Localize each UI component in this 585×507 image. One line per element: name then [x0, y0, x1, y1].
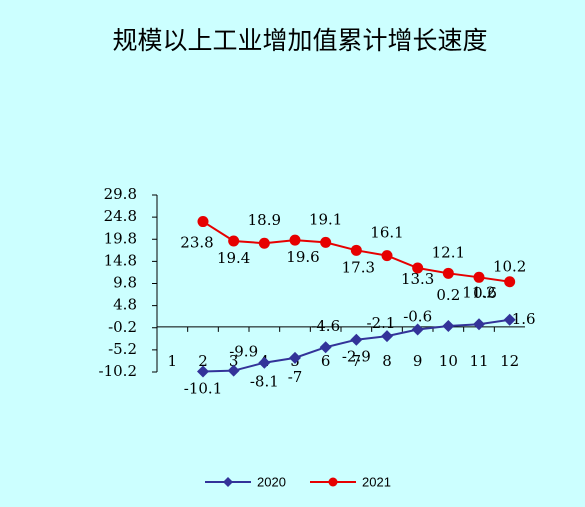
y-tick-label: 14.8: [104, 251, 137, 269]
data-label: 16.1: [370, 224, 403, 242]
x-tick-label: 12: [500, 352, 519, 370]
marker: [289, 234, 301, 246]
x-tick-label: 9: [413, 352, 423, 370]
data-label: 12.1: [432, 243, 465, 261]
legend-label: 2020: [257, 474, 286, 489]
marker: [381, 250, 393, 262]
legend-marker: [223, 477, 233, 487]
marker: [412, 262, 424, 274]
data-label: 10.2: [493, 258, 526, 276]
x-tick-label: 3: [229, 352, 239, 370]
data-label: -10.1: [184, 380, 222, 398]
chart-title: 规模以上工业增加值累计增长速度: [112, 26, 487, 55]
y-tick-label: 29.8: [104, 185, 137, 203]
marker: [350, 244, 362, 256]
x-tick-label: 11: [469, 352, 488, 370]
data-label: 0.6: [473, 284, 497, 302]
data-label: -7: [288, 368, 303, 386]
marker: [289, 351, 301, 364]
marker: [411, 323, 424, 336]
marker: [442, 267, 454, 279]
y-tick-label: 9.8: [113, 274, 137, 292]
data-label: -8.1: [250, 373, 279, 391]
marker: [473, 271, 485, 283]
x-tick-label: 10: [439, 352, 458, 370]
marker: [504, 276, 516, 288]
x-tick-label: 6: [321, 352, 331, 370]
y-tick-label: 24.8: [104, 207, 137, 225]
data-label: 18.9: [248, 211, 281, 229]
y-tick-label: -0.2: [108, 318, 137, 336]
marker: [227, 364, 240, 377]
x-tick-label: 7: [352, 352, 362, 370]
legend-marker: [328, 477, 338, 487]
data-label: 23.8: [180, 234, 213, 252]
y-tick-label: 4.8: [113, 296, 137, 314]
data-label: -4.6: [311, 317, 340, 335]
marker: [197, 216, 209, 228]
marker: [258, 237, 270, 249]
data-label: 1.6: [512, 310, 536, 328]
marker: [350, 333, 363, 346]
data-label: 11.2: [462, 283, 495, 301]
marker: [473, 318, 485, 331]
marker: [258, 356, 271, 369]
data-label: -0.6: [403, 308, 432, 326]
marker: [442, 319, 455, 332]
marker: [503, 313, 516, 326]
marker: [320, 236, 332, 248]
data-label: 0.2: [436, 286, 460, 304]
y-tick-label: -5.2: [108, 340, 137, 358]
legend-label: 2021: [362, 474, 391, 489]
data-label: 19.4: [217, 249, 250, 267]
x-tick-label: 1: [168, 352, 178, 370]
y-tick-label: 19.8: [104, 229, 137, 247]
marker: [381, 330, 393, 343]
marker: [319, 341, 332, 354]
marker: [197, 365, 209, 378]
data-label: 13.3: [401, 270, 434, 288]
marker: [228, 235, 240, 247]
x-tick-label: 8: [382, 352, 392, 370]
data-label: -2.1: [367, 314, 396, 332]
data-label: -9.9: [229, 343, 258, 361]
y-tick-label: -10.2: [99, 362, 137, 380]
data-label: 19.1: [309, 210, 342, 228]
data-label: 17.3: [342, 258, 375, 276]
data-label: 19.6: [286, 248, 319, 266]
x-tick-label: 2: [198, 352, 208, 370]
data-label: -2.9: [342, 348, 371, 366]
